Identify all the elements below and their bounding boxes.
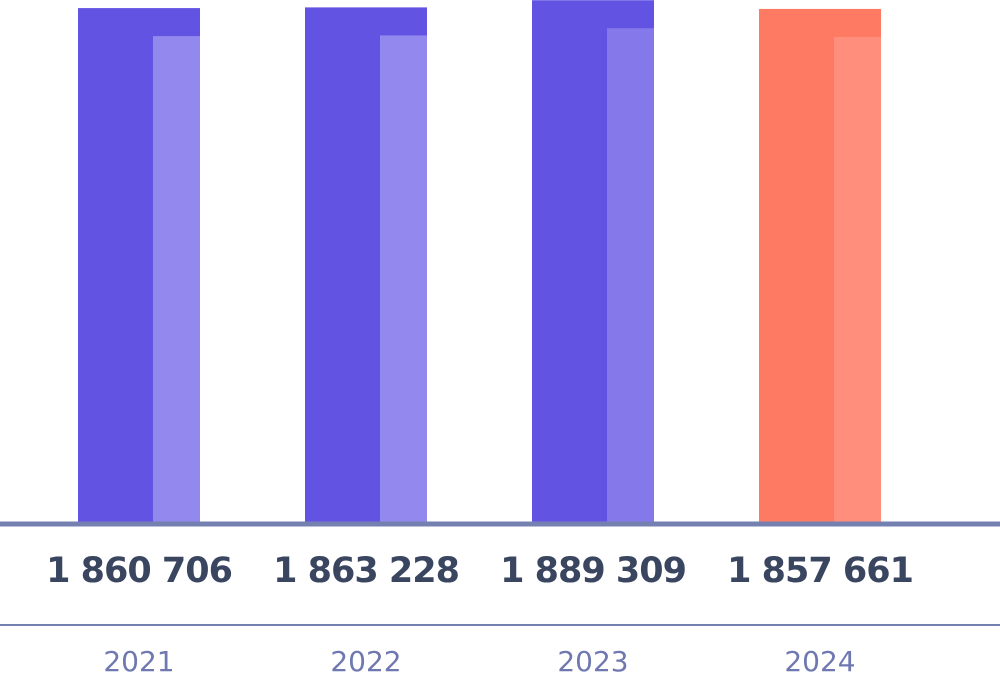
bar-highlight: [834, 36, 881, 522]
value-label: 1 860 706: [46, 551, 232, 591]
value-label: 1 889 309: [500, 551, 686, 591]
x-tick-label: 2022: [330, 645, 401, 673]
value-label: 1 857 661: [727, 551, 913, 591]
value-label: 1 863 228: [273, 551, 459, 591]
bar-highlight: [380, 35, 427, 523]
x-tick-label: 2024: [784, 645, 855, 673]
bar-highlight: [607, 28, 654, 522]
x-tick-label: 2021: [103, 645, 174, 673]
x-tick-label: 2023: [557, 645, 628, 673]
bar-highlight: [153, 36, 200, 522]
